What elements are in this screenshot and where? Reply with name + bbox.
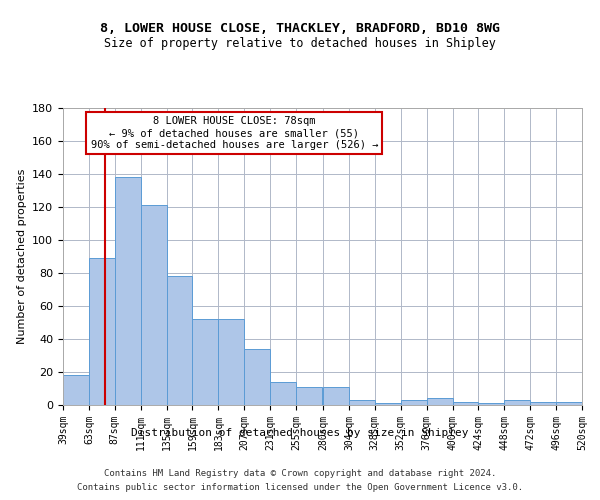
Bar (218, 319, 244, 405)
Bar (115, 177, 140, 405)
Text: 8, LOWER HOUSE CLOSE, THACKLEY, BRADFORD, BD10 8WG: 8, LOWER HOUSE CLOSE, THACKLEY, BRADFORD… (100, 22, 500, 36)
Bar (349, 400, 375, 405)
Text: Contains public sector information licensed under the Open Government Licence v3: Contains public sector information licen… (77, 482, 523, 492)
Bar (244, 349, 270, 405)
Text: Distribution of detached houses by size in Shipley: Distribution of detached houses by size … (131, 428, 469, 438)
Bar (478, 404, 505, 405)
Bar (323, 387, 349, 405)
Bar (556, 402, 582, 405)
Bar (401, 400, 427, 405)
Bar (296, 387, 322, 405)
Bar (140, 205, 167, 405)
Bar (452, 402, 478, 405)
Bar (270, 382, 296, 405)
Bar (193, 319, 218, 405)
Bar (427, 398, 452, 405)
Bar (530, 402, 556, 405)
Bar (167, 276, 193, 405)
Bar (63, 375, 89, 405)
Bar (89, 258, 115, 405)
Bar (505, 400, 530, 405)
Text: 8 LOWER HOUSE CLOSE: 78sqm
← 9% of detached houses are smaller (55)
90% of semi-: 8 LOWER HOUSE CLOSE: 78sqm ← 9% of detac… (91, 116, 378, 150)
Text: Contains HM Land Registry data © Crown copyright and database right 2024.: Contains HM Land Registry data © Crown c… (104, 469, 496, 478)
Bar (375, 404, 401, 405)
Text: Size of property relative to detached houses in Shipley: Size of property relative to detached ho… (104, 38, 496, 51)
Y-axis label: Number of detached properties: Number of detached properties (17, 168, 26, 344)
